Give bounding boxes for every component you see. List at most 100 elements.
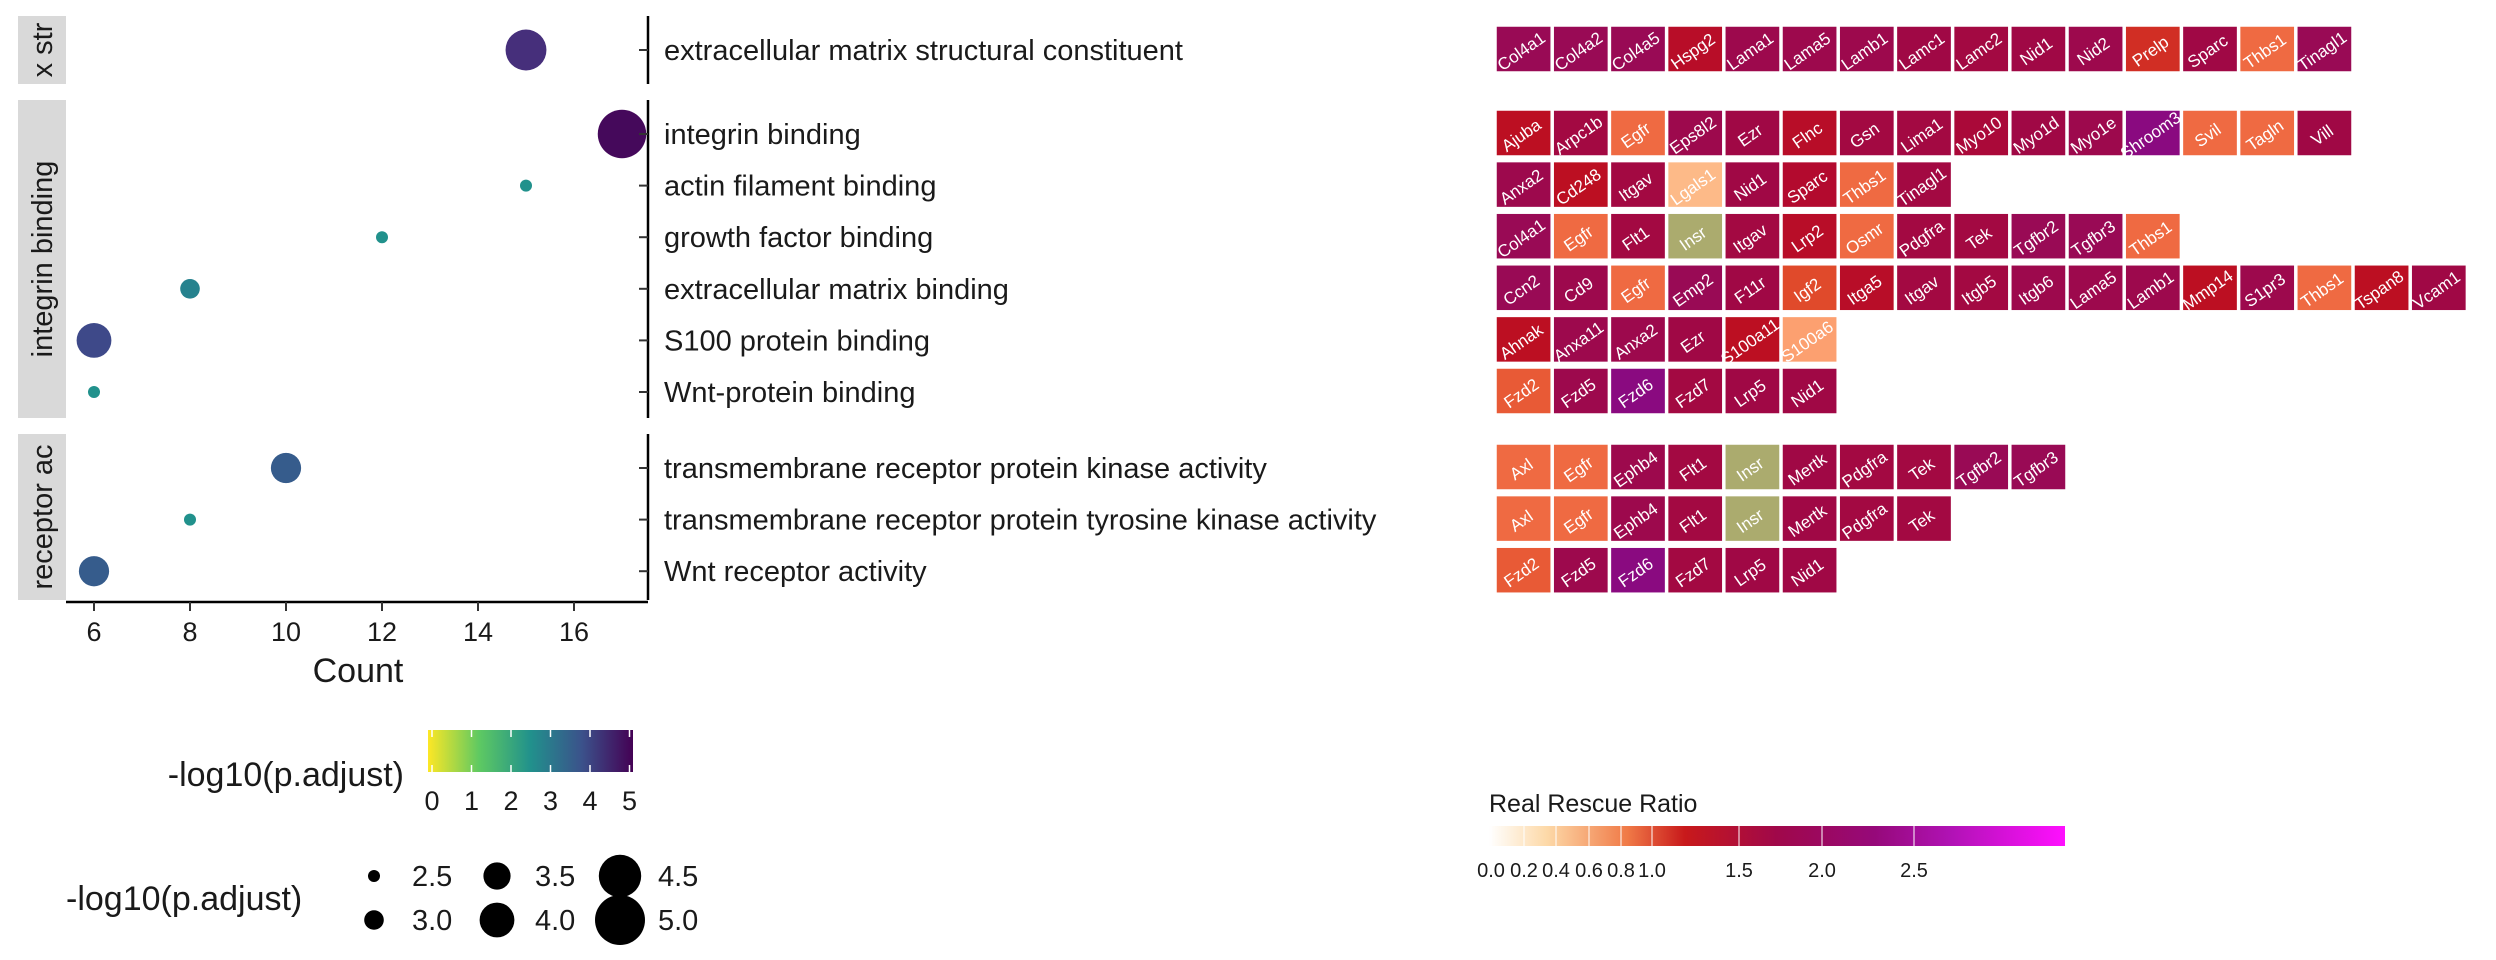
gene-tile <box>1495 160 1552 209</box>
size-legend-dot <box>598 854 642 898</box>
gene-tile <box>1666 109 1724 157</box>
gene-tile <box>1952 25 2010 73</box>
gene-tile <box>1724 109 1781 157</box>
legends: -log10(p.adjust) 0 1 2 3 4 5 -log10(p.adjust) 2.… <box>66 730 2065 945</box>
gene-tile <box>2296 25 2353 73</box>
gene-tile <box>1666 315 1724 364</box>
gene-tile <box>1781 546 1838 594</box>
x-tick-label: 8 <box>182 617 197 647</box>
ratio-legend-label: 2.0 <box>1808 860 1836 882</box>
gene-tile <box>1952 109 2010 157</box>
gene-tile <box>1838 109 1896 157</box>
gene-tile <box>1781 109 1838 157</box>
ratio-legend-label: 0.4 <box>1542 860 1570 882</box>
gene-tile <box>2124 109 2182 157</box>
facet-strip <box>18 434 66 600</box>
term-label: Wnt receptor activity <box>664 556 927 588</box>
gene-tile <box>1952 264 2010 312</box>
size-legend-dot <box>595 895 645 945</box>
gene-tile <box>1895 494 1953 543</box>
gene-tile <box>2067 264 2124 312</box>
facet-strip-label: receptor ac <box>27 444 59 589</box>
gene-tile <box>2181 264 2239 312</box>
gene-tile <box>2181 109 2239 157</box>
color-legend-label: 4 <box>582 786 597 816</box>
gene-tile <box>2067 25 2124 73</box>
gene-tile <box>1609 25 1667 73</box>
gene-tile <box>1781 212 1838 260</box>
size-legend-label: 4.0 <box>535 905 575 937</box>
gene-tile <box>1724 494 1781 543</box>
gene-tile <box>1838 494 1896 543</box>
color-legend-label: 1 <box>464 786 479 816</box>
gene-tile <box>1952 212 2010 260</box>
gene-tile <box>1724 546 1781 594</box>
term-label: transmembrane receptor protein kinase ac… <box>664 453 1267 485</box>
gene-tile <box>2124 212 2182 260</box>
gene-tile <box>1838 160 1896 209</box>
gene-tile <box>2181 25 2239 73</box>
gene-tile <box>1895 443 1953 491</box>
color-legend-title: -log10(p.adjust) <box>168 756 404 794</box>
term-label: extracellular matrix binding <box>664 274 1009 306</box>
gene-tile <box>2067 212 2124 260</box>
gene-tile <box>1495 264 1552 312</box>
gene-tile <box>2124 264 2182 312</box>
gene-tile <box>1895 212 1953 260</box>
gene-tile <box>2296 109 2353 157</box>
gene-tile <box>1724 212 1781 260</box>
ratio-legend-label: 0.8 <box>1607 860 1635 882</box>
size-legend-label: 3.0 <box>412 905 452 937</box>
term-label: Wnt-protein binding <box>664 377 915 409</box>
gene-tile <box>2010 443 2067 491</box>
term-dot <box>180 279 200 299</box>
ratio-legend-title: Real Rescue Ratio <box>1489 790 1697 818</box>
facet-panels: x str integrin binding receptor ac <box>18 16 650 600</box>
gene-tile <box>1552 160 1610 209</box>
gene-tile <box>1724 367 1781 415</box>
gene-tile <box>1552 494 1610 543</box>
gene-tile <box>1495 443 1552 491</box>
size-legend-dot <box>368 870 380 882</box>
gene-tile <box>1609 546 1667 594</box>
gene-tile <box>1666 494 1724 543</box>
term-labels: extracellular matrix structural constitu… <box>639 35 1377 588</box>
gene-tile <box>1609 494 1667 543</box>
x-tick-label: 12 <box>367 617 397 647</box>
gene-tile <box>1724 25 1781 73</box>
gene-tile <box>1838 212 1896 260</box>
term-label: extracellular matrix structural constitu… <box>664 35 1183 67</box>
gene-tile <box>1552 25 1610 73</box>
gene-tile <box>1724 160 1781 209</box>
ratio-legend-label: 1.0 <box>1638 860 1666 882</box>
size-legend-dot <box>479 902 515 938</box>
gene-tile <box>1495 315 1552 364</box>
term-dot <box>505 29 547 71</box>
gene-tile <box>1552 264 1610 312</box>
term-dot <box>88 386 100 398</box>
gene-tile <box>1781 160 1838 209</box>
term-dot <box>597 109 647 159</box>
facet-strip <box>18 100 66 418</box>
gene-tile <box>1666 546 1724 594</box>
x-tick-label: 14 <box>463 617 493 647</box>
gene-tile <box>1781 443 1838 491</box>
gene-heatmap: Col4a1 Col4a2 Col4a5 Hspg2 Lama1 Lama5 Lamb1 La… <box>1494 25 2468 594</box>
gene-tile <box>1552 315 1610 364</box>
gene-tile <box>2067 109 2124 157</box>
gene-tile <box>2010 109 2067 157</box>
facet-strip-label: x str <box>27 22 59 77</box>
size-legend-label: 4.5 <box>658 861 698 893</box>
size-legend-dot <box>483 862 511 890</box>
gene-tile <box>1952 443 2010 491</box>
gene-tile <box>1609 109 1667 157</box>
gene-tile <box>2010 25 2067 73</box>
term-label: S100 protein binding <box>664 325 930 357</box>
gene-tile <box>1666 367 1724 415</box>
color-legend-label: 2 <box>503 786 518 816</box>
gene-tile <box>1666 264 1724 312</box>
gene-tile <box>1552 546 1610 594</box>
color-legend-label: 3 <box>543 786 558 816</box>
gene-tile <box>1609 443 1667 491</box>
